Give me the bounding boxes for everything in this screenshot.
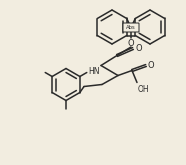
- Text: O: O: [136, 44, 143, 53]
- Text: O: O: [148, 61, 155, 70]
- Text: Abs: Abs: [126, 25, 136, 30]
- Text: HN: HN: [89, 66, 100, 76]
- FancyBboxPatch shape: [123, 23, 139, 32]
- Text: O: O: [128, 39, 134, 48]
- Text: OH: OH: [138, 84, 150, 94]
